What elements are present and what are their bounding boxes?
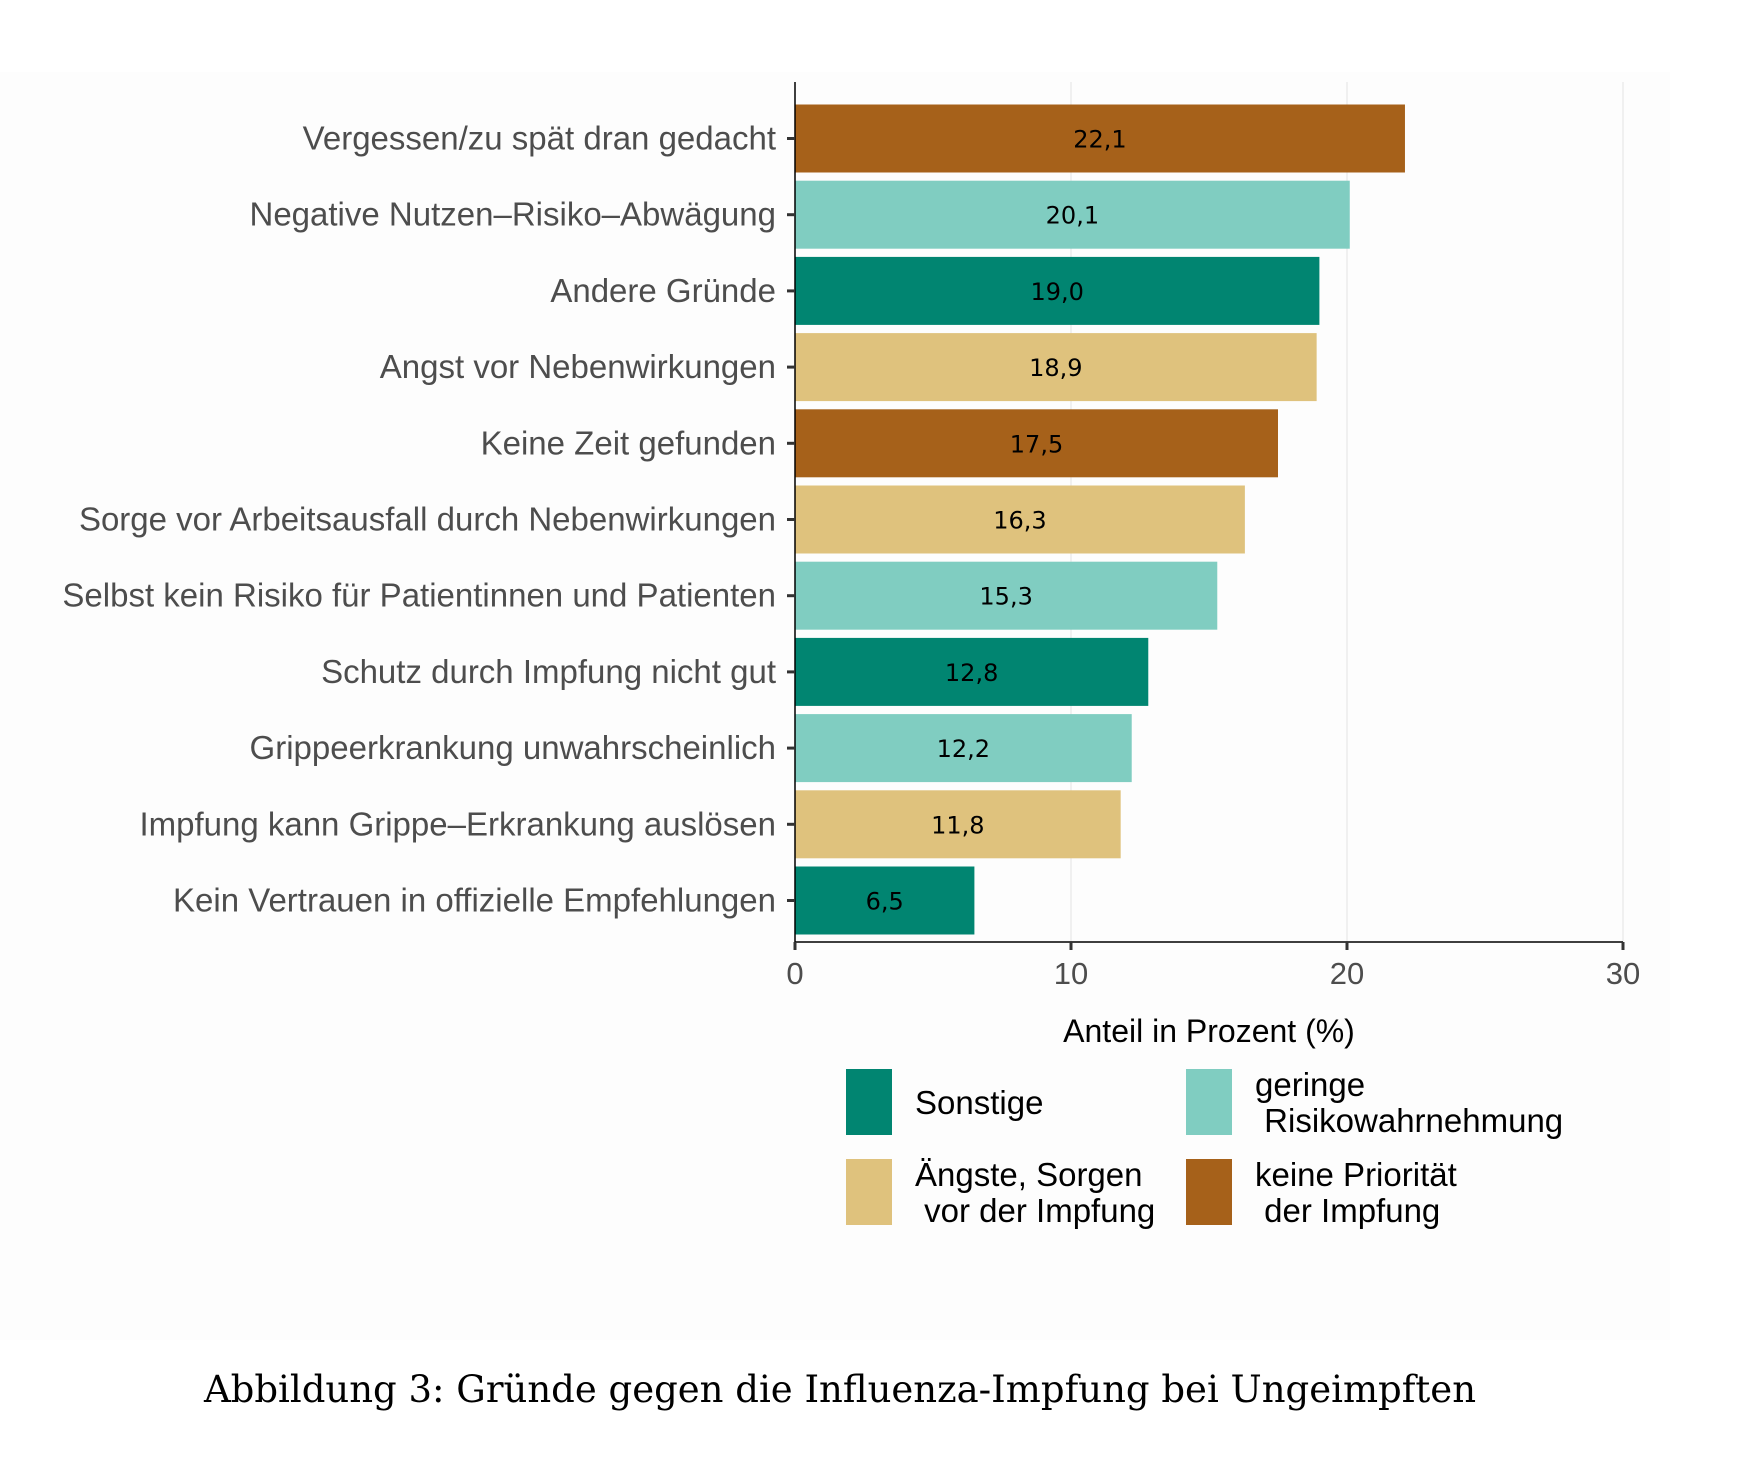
bar bbox=[795, 637, 1149, 706]
category-label: Grippeerkrankung unwahrscheinlich bbox=[250, 729, 776, 766]
legend-label: der Impfung bbox=[1255, 1192, 1440, 1229]
data-label: 11,8 bbox=[931, 811, 984, 839]
legend: Sonstige geringe Risikowahrnehmung Ängste,… bbox=[846, 1066, 1563, 1229]
bar bbox=[795, 409, 1278, 478]
legend-label: vor der Impfung bbox=[915, 1192, 1155, 1229]
category-label: Selbst kein Risiko für Patientinnen und … bbox=[62, 577, 776, 614]
bar bbox=[795, 561, 1218, 630]
x-axis-title: Anteil in Prozent (%) bbox=[1063, 1013, 1355, 1049]
legend-label: keine Priorität bbox=[1255, 1156, 1457, 1193]
legend-item-sonstige: Sonstige bbox=[846, 1069, 1043, 1135]
legend-swatch bbox=[1186, 1069, 1232, 1135]
category-label: Keine Zeit gefunden bbox=[481, 424, 776, 461]
legend-swatch bbox=[846, 1069, 892, 1135]
legend-label: Sonstige bbox=[915, 1084, 1043, 1121]
category-label: Sorge vor Arbeitsausfall durch Nebenwirk… bbox=[79, 501, 776, 538]
data-label: 22,1 bbox=[1073, 126, 1126, 154]
category-label: Impfung kann Grippe–Erkrankung auslösen bbox=[139, 805, 776, 842]
bar bbox=[795, 485, 1245, 554]
category-labels: Vergessen/zu spät dran gedacht Negative N… bbox=[62, 120, 776, 919]
bar bbox=[795, 180, 1350, 249]
legend-swatch bbox=[846, 1159, 892, 1225]
bar bbox=[795, 866, 975, 935]
category-label: Negative Nutzen–Risiko–Abwägung bbox=[250, 196, 777, 233]
bar bbox=[795, 714, 1132, 783]
legend-item-geringe_risiko: geringe Risikowahrnehmung bbox=[1186, 1066, 1563, 1139]
axes: 0 10 20 30 bbox=[786, 82, 1640, 991]
legend-label: Risikowahrnehmung bbox=[1255, 1102, 1563, 1139]
category-label: Andere Gründe bbox=[550, 272, 776, 309]
bars: 22,1 20,1 19,0 18,9 17,5 16,3 15,3 12,8 12,2 11,8… bbox=[795, 104, 1405, 935]
legend-label: geringe bbox=[1255, 1066, 1365, 1103]
data-label: 12,8 bbox=[945, 659, 998, 687]
data-label: 18,9 bbox=[1029, 354, 1082, 382]
x-tick-label: 0 bbox=[786, 956, 803, 991]
data-label: 19,0 bbox=[1030, 278, 1083, 306]
category-label: Angst vor Nebenwirkungen bbox=[380, 348, 776, 385]
x-tick-label: 10 bbox=[1054, 956, 1088, 991]
data-label: 20,1 bbox=[1046, 202, 1099, 230]
legend-item-aengste: Ängste, Sorgen vor der Impfung bbox=[846, 1156, 1155, 1229]
category-label: Kein Vertrauen in offizielle Empfehlunge… bbox=[173, 882, 776, 919]
x-tick-label: 30 bbox=[1606, 956, 1640, 991]
data-label: 17,5 bbox=[1010, 430, 1063, 458]
data-label: 12,2 bbox=[937, 735, 990, 763]
data-label: 6,5 bbox=[866, 888, 904, 916]
bar-chart: 22,1 20,1 19,0 18,9 17,5 16,3 15,3 12,8 12,2 11,8… bbox=[62, 82, 1640, 1229]
legend-swatch bbox=[1186, 1159, 1232, 1225]
legend-item-keine_prioritaet: keine Priorität der Impfung bbox=[1186, 1156, 1457, 1229]
x-tick-label: 20 bbox=[1330, 956, 1364, 991]
category-label: Schutz durch Impfung nicht gut bbox=[321, 653, 776, 690]
figure-caption: Abbildung 3: Gründe gegen die Influenza-… bbox=[203, 1368, 1477, 1411]
data-label: 16,3 bbox=[993, 507, 1046, 535]
bar bbox=[795, 333, 1317, 402]
legend-label: Ängste, Sorgen bbox=[915, 1156, 1143, 1193]
bar bbox=[795, 790, 1121, 859]
bar bbox=[795, 256, 1320, 325]
data-label: 15,3 bbox=[979, 583, 1032, 611]
chart-panel: 22,1 20,1 19,0 18,9 17,5 16,3 15,3 12,8 12,2 11,8… bbox=[0, 72, 1670, 1340]
category-label: Vergessen/zu spät dran gedacht bbox=[303, 120, 776, 157]
bar bbox=[795, 104, 1405, 173]
